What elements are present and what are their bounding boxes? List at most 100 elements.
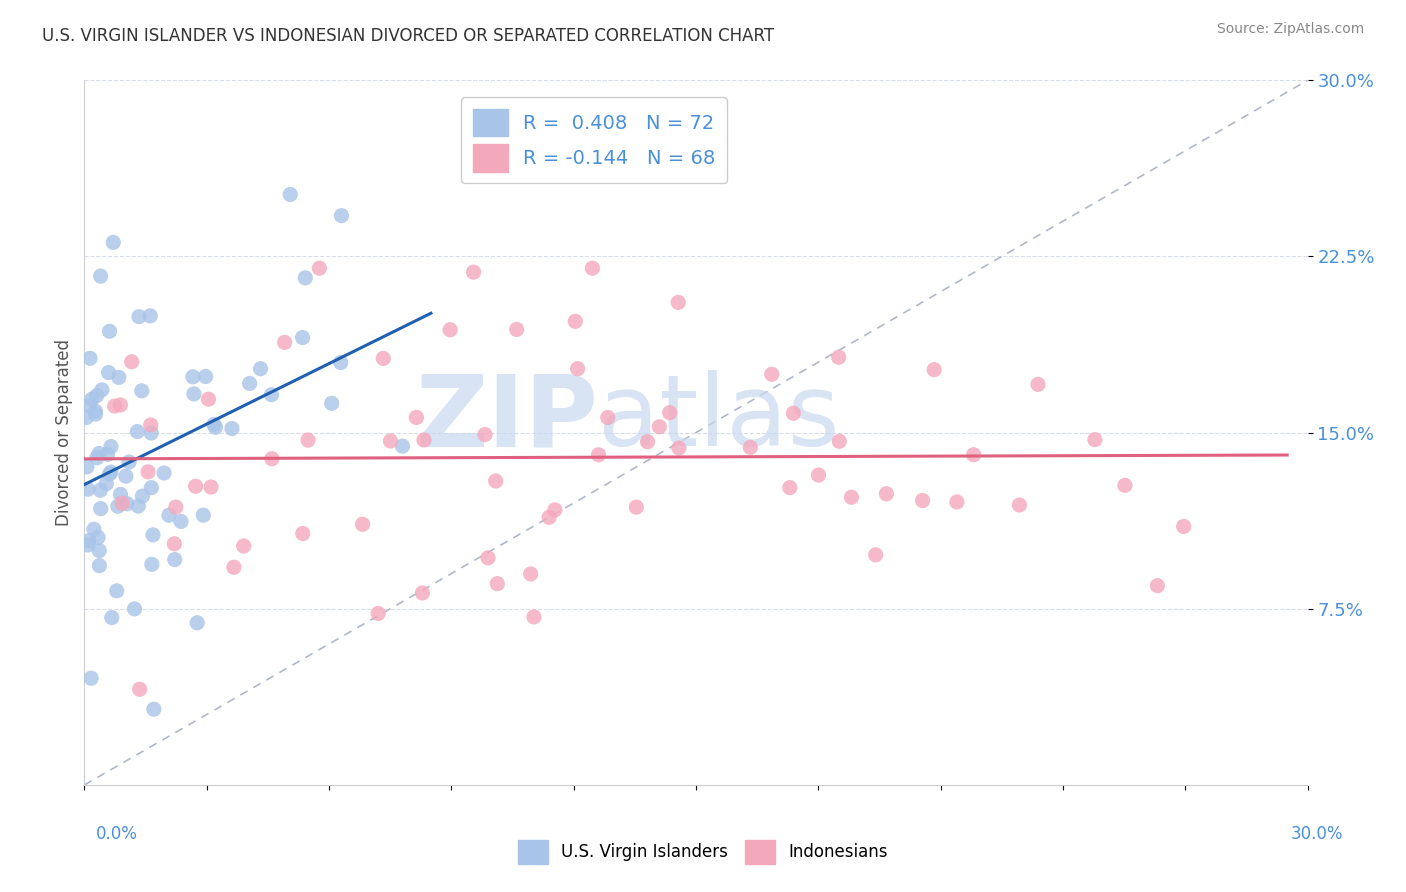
Text: ZIP: ZIP: [415, 370, 598, 467]
Point: [124, 602, 146, 616]
Point: [202, 417, 225, 432]
Text: 30.0%: 30.0%: [1291, 825, 1343, 843]
Point: [100, 465, 122, 479]
Point: [184, 479, 207, 493]
Point: [485, 474, 508, 488]
Point: [181, 369, 204, 384]
Point: [391, 439, 413, 453]
Point: [648, 419, 671, 434]
Point: [474, 427, 496, 442]
Point: [581, 261, 603, 276]
Point: [142, 528, 165, 542]
Point: [83, 522, 105, 536]
Point: [110, 487, 132, 501]
Point: [104, 399, 127, 413]
Point: [523, 610, 546, 624]
Point: [477, 550, 499, 565]
Point: [141, 481, 163, 495]
Point: [222, 560, 245, 574]
Point: [141, 425, 163, 440]
Point: [239, 376, 262, 391]
Point: [486, 576, 509, 591]
Point: [79, 399, 101, 413]
Point: [260, 387, 283, 401]
Point: [367, 607, 389, 621]
Point: [544, 503, 567, 517]
Point: [308, 261, 330, 276]
Point: [115, 497, 138, 511]
Point: [1084, 433, 1107, 447]
Point: [1026, 377, 1049, 392]
Point: [97, 447, 120, 461]
Point: [97, 366, 120, 380]
Point: [807, 468, 830, 483]
Point: [84, 407, 107, 421]
Point: [841, 490, 863, 504]
Point: [153, 466, 176, 480]
Point: [163, 537, 186, 551]
Point: [110, 398, 132, 412]
Point: [1008, 498, 1031, 512]
Point: [100, 440, 122, 454]
Point: [77, 533, 100, 548]
Point: [321, 396, 343, 410]
Point: [89, 543, 111, 558]
Point: [291, 330, 314, 344]
Point: [121, 355, 143, 369]
Point: [157, 508, 180, 523]
Point: [100, 610, 122, 624]
Text: U.S. VIRGIN ISLANDER VS INDONESIAN DIVORCED OR SEPARATED CORRELATION CHART: U.S. VIRGIN ISLANDER VS INDONESIAN DIVOR…: [42, 27, 775, 45]
Point: [87, 446, 110, 460]
Text: atlas: atlas: [598, 370, 839, 467]
Point: [828, 434, 851, 449]
Point: [761, 368, 783, 382]
Point: [911, 493, 934, 508]
Point: [946, 495, 969, 509]
Point: [260, 451, 283, 466]
Text: Source: ZipAtlas.com: Source: ZipAtlas.com: [1216, 22, 1364, 37]
Point: [89, 558, 111, 573]
Point: [567, 361, 589, 376]
Point: [865, 548, 887, 562]
Point: [538, 510, 561, 524]
Point: [128, 682, 150, 697]
Point: [186, 615, 208, 630]
Point: [79, 351, 101, 366]
Point: [194, 369, 217, 384]
Point: [183, 387, 205, 401]
Point: [86, 450, 108, 465]
Point: [204, 420, 226, 434]
Point: [232, 539, 254, 553]
Point: [564, 314, 586, 328]
Point: [165, 500, 187, 515]
Point: [76, 538, 98, 552]
Point: [118, 455, 141, 469]
Point: [413, 433, 436, 447]
Point: [291, 526, 314, 541]
Point: [782, 406, 804, 420]
Point: [76, 459, 98, 474]
Point: [330, 209, 353, 223]
Point: [249, 361, 271, 376]
Point: [96, 476, 118, 491]
Point: [115, 469, 138, 483]
Point: [170, 515, 193, 529]
Point: [329, 355, 352, 369]
Point: [136, 465, 159, 479]
Point: [1173, 519, 1195, 533]
Point: [98, 324, 121, 338]
Point: [107, 370, 129, 384]
Point: [658, 406, 681, 420]
Point: [963, 448, 986, 462]
Point: [221, 421, 243, 435]
Point: [411, 586, 433, 600]
Point: [86, 388, 108, 402]
Point: [89, 483, 111, 498]
Point: [922, 362, 945, 376]
Point: [163, 552, 186, 566]
Point: [142, 702, 165, 716]
Point: [519, 566, 541, 581]
Point: [626, 500, 648, 515]
Point: [193, 508, 215, 523]
Point: [103, 235, 125, 250]
